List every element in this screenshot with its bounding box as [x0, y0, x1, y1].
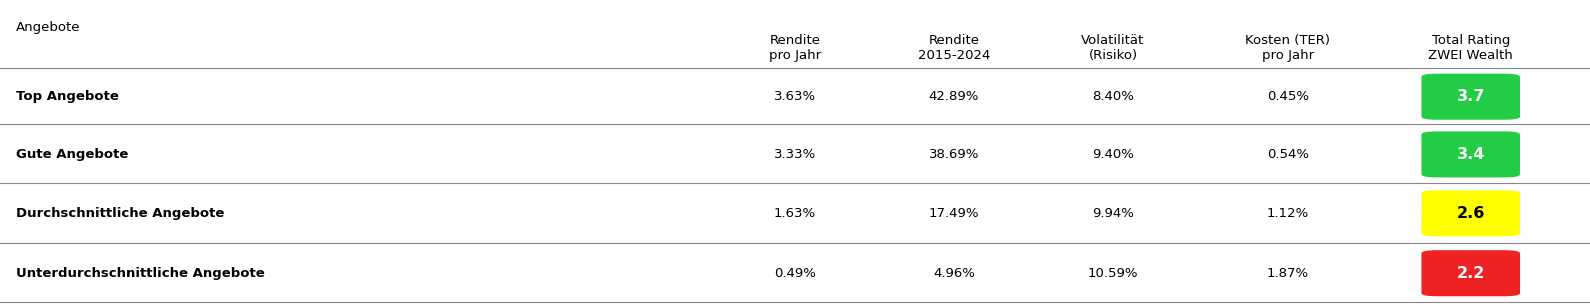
FancyBboxPatch shape: [1421, 250, 1520, 296]
Text: 17.49%: 17.49%: [929, 207, 979, 220]
Text: Rendite
2015-2024: Rendite 2015-2024: [917, 34, 991, 62]
Text: Angebote: Angebote: [16, 21, 81, 34]
Text: 0.45%: 0.45%: [1267, 90, 1309, 103]
Text: 3.4: 3.4: [1456, 147, 1485, 162]
Text: 4.96%: 4.96%: [933, 267, 975, 280]
Text: 2.6: 2.6: [1456, 206, 1485, 221]
FancyBboxPatch shape: [1421, 131, 1520, 177]
Text: 38.69%: 38.69%: [929, 148, 979, 161]
Text: 0.54%: 0.54%: [1267, 148, 1309, 161]
Text: Volatilität
(Risiko): Volatilität (Risiko): [1081, 34, 1145, 62]
Text: 3.7: 3.7: [1456, 89, 1485, 104]
FancyBboxPatch shape: [1421, 74, 1520, 120]
Text: Kosten (TER)
pro Jahr: Kosten (TER) pro Jahr: [1245, 34, 1331, 62]
Text: 1.12%: 1.12%: [1267, 207, 1309, 220]
FancyBboxPatch shape: [1421, 190, 1520, 236]
Text: 2.2: 2.2: [1456, 266, 1485, 281]
Text: 3.63%: 3.63%: [774, 90, 816, 103]
Text: 3.33%: 3.33%: [774, 148, 816, 161]
Text: Total Rating
ZWEI Wealth: Total Rating ZWEI Wealth: [1428, 34, 1514, 62]
Text: Unterdurchschnittliche Angebote: Unterdurchschnittliche Angebote: [16, 267, 264, 280]
Text: Top Angebote: Top Angebote: [16, 90, 119, 103]
Text: 0.49%: 0.49%: [774, 267, 816, 280]
Text: 9.40%: 9.40%: [1092, 148, 1134, 161]
Text: 10.59%: 10.59%: [1088, 267, 1138, 280]
Text: Gute Angebote: Gute Angebote: [16, 148, 129, 161]
Text: 1.87%: 1.87%: [1267, 267, 1309, 280]
Text: 42.89%: 42.89%: [929, 90, 979, 103]
Text: 8.40%: 8.40%: [1092, 90, 1134, 103]
Text: 9.94%: 9.94%: [1092, 207, 1134, 220]
Text: Durchschnittliche Angebote: Durchschnittliche Angebote: [16, 207, 224, 220]
Text: Rendite
pro Jahr: Rendite pro Jahr: [770, 34, 820, 62]
Text: 1.63%: 1.63%: [774, 207, 816, 220]
